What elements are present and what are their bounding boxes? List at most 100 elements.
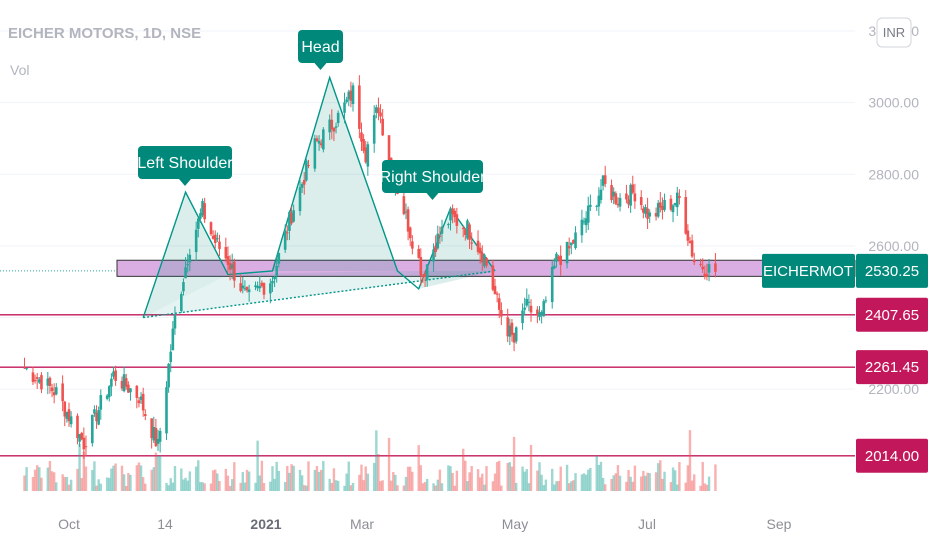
volume-bar [597, 465, 601, 491]
volume-bar [421, 483, 425, 491]
time-axis[interactable]: Oct 14 2021 Mar May Jul Sep [58, 516, 792, 532]
volume-bar [226, 475, 230, 491]
volume-bar [705, 484, 709, 491]
volume-bar [432, 483, 435, 491]
volume-bar [33, 469, 37, 491]
volume-bar [186, 480, 189, 491]
candle [137, 397, 141, 408]
volume-bar [483, 484, 486, 491]
volume-bar [476, 469, 480, 491]
volume-bar [93, 461, 96, 491]
volume-bar [455, 470, 459, 491]
volume-bar [298, 469, 302, 491]
candle [580, 209, 584, 243]
volume-bar [574, 473, 577, 491]
volume-bar [209, 483, 213, 491]
volume-bar [69, 479, 73, 491]
volume-bar [434, 485, 437, 491]
candle [468, 222, 471, 249]
candle [154, 418, 158, 448]
candle [705, 263, 709, 281]
symbol-tag: EICHERMOT [762, 253, 855, 288]
candle [358, 75, 361, 139]
candle [408, 226, 412, 247]
volume-bar [525, 469, 528, 491]
candle [277, 252, 281, 268]
candle [254, 281, 257, 291]
candle [538, 306, 541, 321]
currency-button[interactable]: INR [876, 17, 912, 48]
volume-bar [481, 473, 484, 491]
candle [686, 224, 690, 247]
volume-bar [599, 461, 603, 491]
volume-bar [288, 472, 291, 491]
candle [589, 194, 592, 211]
volume-bar [392, 472, 395, 491]
pattern-annotation[interactable]: Left Shoulder [137, 146, 233, 186]
candle [673, 202, 677, 207]
volume-bar [203, 483, 206, 491]
annotation-bubble [298, 30, 343, 63]
price-tag: 2530.25 [856, 253, 928, 288]
annotation-pointer [426, 193, 439, 200]
volume-bar [633, 465, 637, 491]
candle [423, 270, 427, 288]
volume-bar [218, 480, 221, 491]
volume-indicator-label[interactable]: Vol [10, 62, 29, 78]
head-and-shoulders-pattern [142, 75, 496, 319]
candle [550, 260, 554, 309]
volume-bar [565, 464, 569, 491]
candle [184, 257, 187, 279]
neckline[interactable] [143, 270, 496, 319]
candle [336, 110, 340, 127]
candle [461, 225, 465, 238]
symbol-tag-label: EICHERMOT [763, 263, 853, 280]
price-tag-label: 2407.65 [865, 307, 919, 324]
candle [143, 409, 147, 421]
candle [678, 189, 681, 205]
volume-bar [158, 455, 162, 491]
candle [129, 388, 132, 401]
candle [61, 375, 64, 412]
candle [387, 135, 391, 165]
candle [449, 206, 452, 231]
volume-bar [38, 467, 41, 491]
candle [618, 193, 622, 212]
volume-bar [154, 452, 158, 491]
x-tick-label: Oct [58, 516, 80, 532]
volume-bar [584, 474, 588, 491]
volume-bar [307, 461, 310, 491]
candle [46, 371, 50, 395]
pattern-annotation[interactable]: Right Shoulder [380, 160, 487, 200]
candle [536, 306, 539, 324]
candle [188, 248, 192, 272]
candle [675, 186, 679, 216]
pattern-annotation[interactable]: Head [298, 30, 343, 70]
volume-bar [239, 482, 242, 491]
candle [243, 280, 247, 291]
volume-bar [372, 462, 376, 491]
volume-bar [336, 480, 340, 491]
candle [269, 278, 272, 304]
volume-bar [95, 485, 98, 491]
volume-bar [684, 482, 687, 491]
volume-bar [604, 484, 607, 491]
volume-bar [409, 466, 412, 491]
candle [627, 195, 630, 209]
candle [305, 158, 308, 182]
volume-bar [347, 461, 350, 491]
candle [213, 230, 217, 249]
candle [599, 179, 603, 204]
volume-bar [656, 463, 660, 491]
volume-bar [491, 481, 495, 491]
x-tick-label: Jul [638, 516, 656, 532]
candle [701, 258, 705, 274]
volume-bar [305, 485, 308, 491]
candle [567, 237, 571, 256]
volume-bar [559, 466, 562, 491]
volume-bar [601, 477, 605, 491]
candle [447, 222, 450, 229]
volume-bar [141, 477, 145, 491]
volume-bar [55, 482, 58, 491]
